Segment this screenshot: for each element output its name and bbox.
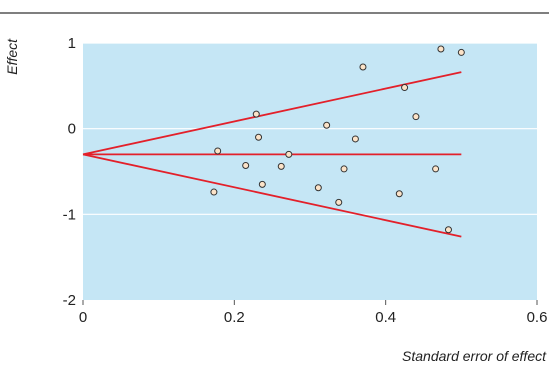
- data-point-7: [285, 150, 293, 158]
- data-point-1: [214, 147, 222, 155]
- y-tick-label-2: -1: [63, 206, 76, 223]
- data-point-12: [351, 135, 359, 143]
- data-point-20: [457, 48, 465, 56]
- y-axis-label: Effect: [4, 38, 20, 75]
- x-tick-label-1: 0.2: [224, 309, 245, 326]
- plot-area: [83, 43, 537, 300]
- y-tick-label-3: -2: [63, 292, 76, 309]
- data-point-5: [258, 180, 266, 188]
- y-tick-label-1: 0: [68, 121, 76, 138]
- funnel-line-upper: [82, 71, 462, 156]
- data-points: [210, 45, 465, 234]
- x-tick-label-0: 0: [79, 309, 87, 326]
- gridlines: [83, 42, 537, 215]
- data-point-3: [252, 110, 260, 118]
- data-point-16: [412, 113, 420, 121]
- y-tick-label-0: 1: [68, 35, 76, 52]
- data-point-2: [242, 162, 250, 170]
- data-point-11: [340, 165, 348, 173]
- x-axis-ticks: 0 0.2 0.4 0.6: [79, 300, 548, 326]
- data-point-4: [255, 133, 263, 141]
- data-point-19: [444, 226, 452, 234]
- x-tick-label-2: 0.4: [375, 309, 396, 326]
- funnel-line-lower: [82, 153, 462, 238]
- data-point-6: [277, 162, 285, 170]
- data-point-0: [210, 188, 218, 196]
- data-point-10: [335, 198, 343, 206]
- data-point-14: [395, 190, 403, 198]
- funnel-lines: [82, 71, 462, 238]
- data-point-13: [359, 63, 367, 71]
- data-point-18: [437, 45, 445, 53]
- data-point-8: [314, 184, 322, 192]
- data-point-9: [323, 121, 331, 129]
- y-axis-ticks: 1 0 -1 -2: [63, 35, 76, 309]
- x-tick-label-3: 0.6: [527, 309, 548, 326]
- x-axis-label: Standard error of effect: [402, 348, 547, 364]
- data-point-17: [432, 165, 440, 173]
- data-point-15: [401, 84, 409, 92]
